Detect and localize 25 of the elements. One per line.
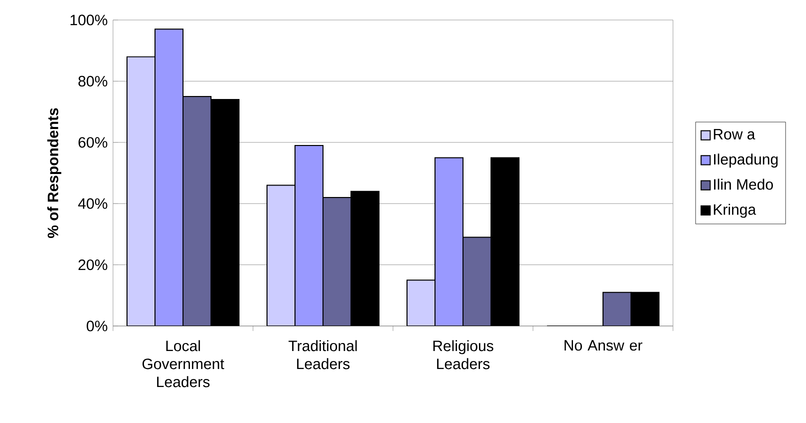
bar — [323, 197, 352, 326]
y-tick-label: 20% — [78, 259, 108, 270]
y-tick-label: 0% — [86, 320, 108, 332]
bar — [155, 29, 184, 326]
x-tick-label: Local Government Leaders — [142, 340, 224, 388]
legend-label: Kringa — [714, 204, 756, 218]
bar — [183, 96, 212, 326]
x-tick-label: Traditional Leaders — [288, 340, 357, 370]
x-tick-label: No Answ er — [564, 340, 642, 351]
y-axis-title: % of Respondents — [47, 108, 62, 238]
y-tick-label: 80% — [78, 76, 108, 86]
x-tick-label: Religious Leaders — [433, 340, 494, 370]
bar — [267, 185, 296, 326]
y-tick-label: 40% — [78, 198, 108, 209]
bar — [407, 280, 435, 326]
bar — [295, 145, 324, 326]
bar — [435, 158, 463, 326]
bar — [602, 292, 632, 326]
bar — [127, 56, 156, 326]
legend-label: Ilepadung — [714, 154, 778, 168]
legend-label: Ilin Medo — [714, 178, 773, 190]
y-tick-label: 60% — [78, 137, 108, 148]
y-tick-label: 100% — [70, 14, 108, 26]
legend-label: Row a — [714, 129, 756, 140]
bar — [463, 237, 491, 326]
